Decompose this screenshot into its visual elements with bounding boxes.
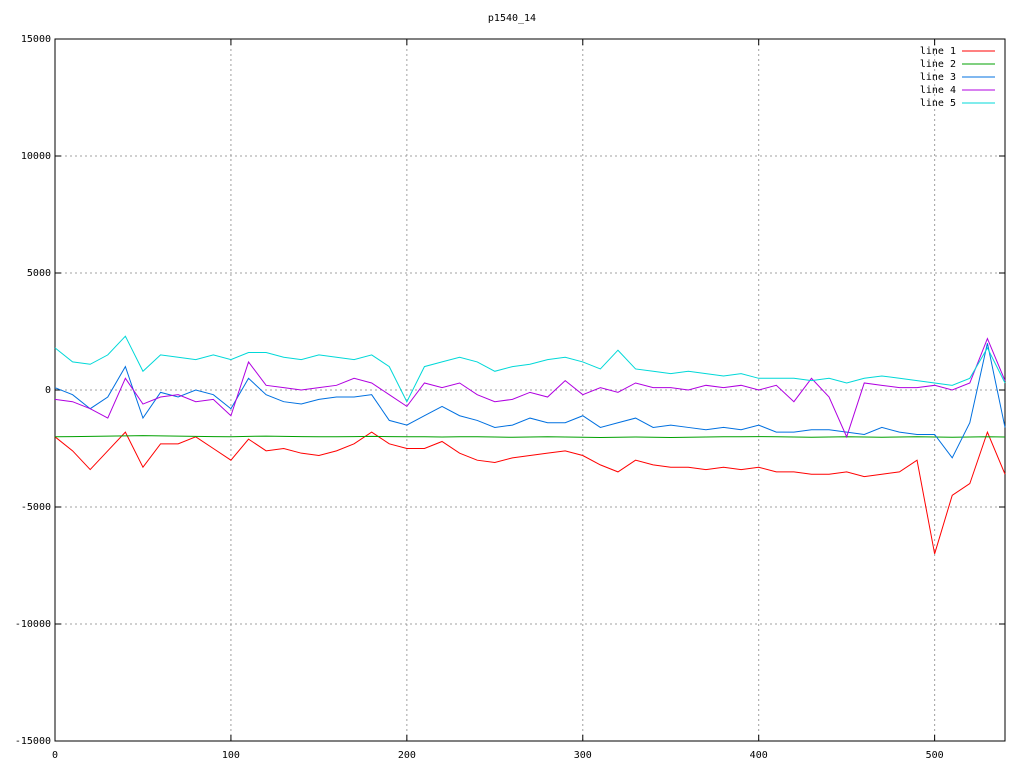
legend-label: line 2	[920, 59, 956, 70]
y-tick-label: 0	[45, 385, 51, 396]
legend-label: line 5	[920, 98, 956, 109]
legend-label: line 4	[920, 85, 956, 96]
y-tick-label: -5000	[21, 502, 51, 513]
y-tick-label: 10000	[21, 151, 51, 162]
series-line	[54, 335, 1006, 403]
y-tick-label: -10000	[15, 619, 51, 630]
x-tick-label: 400	[750, 750, 768, 761]
series-line	[54, 337, 1006, 439]
x-tick-label: 100	[222, 750, 240, 761]
legend-label: line 3	[920, 72, 956, 83]
chart-title: p1540_14	[488, 13, 536, 24]
x-tick-label: 0	[52, 750, 58, 761]
y-tick-label: 5000	[27, 268, 51, 279]
x-tick-label: 500	[926, 750, 944, 761]
x-tick-label: 200	[398, 750, 416, 761]
x-tick-label: 300	[574, 750, 592, 761]
y-tick-label: 15000	[21, 34, 51, 45]
y-tick-label: -15000	[15, 736, 51, 747]
legend-label: line 1	[920, 46, 956, 57]
series-line	[54, 435, 1006, 439]
series-line	[54, 343, 1006, 459]
series-line	[54, 430, 1006, 554]
